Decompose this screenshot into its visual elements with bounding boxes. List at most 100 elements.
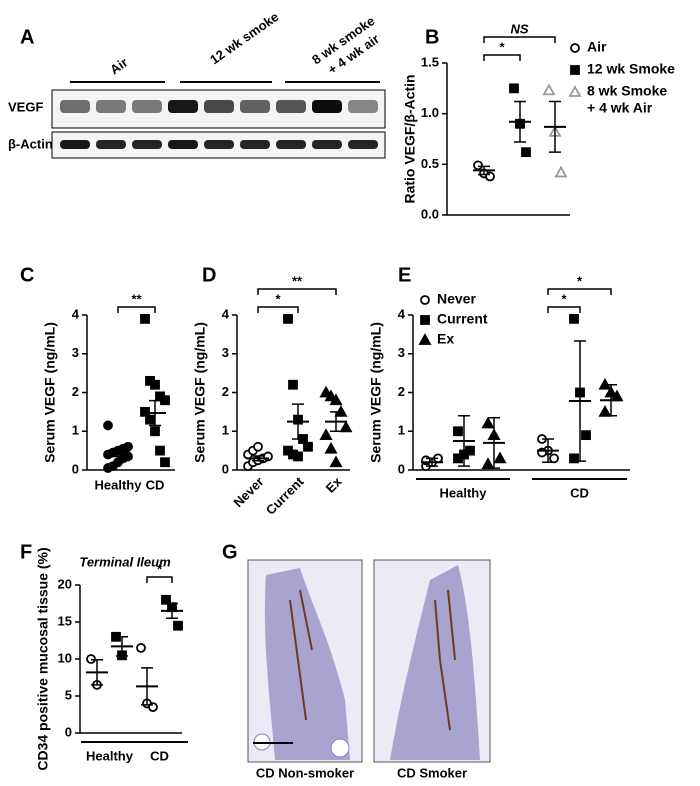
data-point [453, 426, 463, 437]
y-tick-label: 2 [398, 384, 405, 399]
chart-title: Terminal Ileum [79, 554, 171, 569]
lane-label: Air [107, 55, 130, 78]
y-tick-label: 15 [58, 613, 72, 628]
y-tick-label: 0 [222, 461, 229, 476]
y-tick-label: 2 [72, 384, 79, 399]
data-point [173, 620, 183, 631]
micrograph [247, 559, 363, 763]
x-tick-label: CD [146, 477, 165, 492]
significance-bracket [547, 306, 581, 313]
data-point [324, 441, 338, 454]
data-point [329, 393, 343, 406]
data-point [319, 428, 333, 441]
data-point [481, 457, 495, 470]
blot-band [276, 100, 306, 113]
error-bar [252, 455, 264, 462]
blot-band [240, 140, 270, 149]
y-tick-label: 1.5 [421, 54, 439, 69]
y-tick-label: 2 [222, 384, 229, 399]
data-point [103, 420, 113, 431]
panel-label: F [20, 541, 32, 563]
data-point [542, 83, 556, 96]
x-tick-label: Healthy [86, 748, 134, 763]
data-point [150, 379, 160, 390]
error-bar [91, 658, 103, 686]
blot-band [204, 100, 234, 113]
significance-label: NS [510, 21, 528, 36]
significance-label: ** [131, 291, 142, 306]
y-tick-label: 1 [72, 423, 79, 438]
panel-label: D [202, 264, 216, 286]
y-axis-label: Serum VEGF (ng/mL) [192, 322, 208, 463]
micrograph-caption: CD Non-smoker [256, 765, 354, 780]
panel-label: G [222, 541, 238, 563]
y-axis-label: Serum VEGF (ng/mL) [368, 322, 384, 463]
panel-label: B [425, 26, 439, 48]
legend-label: Ex [437, 331, 454, 347]
legend-label: 12 wk Smoke [587, 61, 675, 77]
data-point [549, 453, 559, 464]
error-bar [542, 438, 554, 463]
y-axis-label: Serum VEGF (ng/mL) [42, 322, 58, 463]
data-point [481, 416, 495, 429]
significance-bracket [117, 306, 156, 313]
data-point [509, 83, 519, 94]
data-point [570, 43, 580, 53]
panel-label: E [398, 264, 411, 286]
blot-band [96, 140, 126, 149]
significance-bracket [547, 288, 612, 295]
data-point [283, 313, 293, 324]
data-point [493, 451, 507, 464]
data-point [123, 441, 133, 452]
blot-row-label: VEGF [8, 99, 43, 114]
data-point [569, 313, 579, 324]
data-point [554, 165, 568, 178]
data-point [521, 147, 531, 158]
y-tick-label: 0 [65, 724, 72, 739]
blot-band [168, 100, 198, 113]
y-tick-label: 0 [72, 461, 79, 476]
significance-label: * [561, 291, 567, 306]
y-tick-label: 5 [65, 687, 72, 702]
legend-label: Air [587, 39, 607, 55]
data-point [140, 313, 150, 324]
data-point [145, 414, 155, 425]
panel-label: C [20, 264, 34, 286]
data-point [465, 445, 475, 456]
data-point [420, 295, 430, 305]
error-bar [116, 636, 128, 657]
significance-label: * [157, 561, 163, 576]
x-tick-label: Healthy [440, 485, 488, 500]
y-tick-label: 4 [398, 306, 406, 321]
blot-band [96, 100, 126, 113]
data-point [160, 457, 170, 468]
data-point [123, 451, 133, 462]
significance-label: ** [292, 273, 303, 288]
data-point [581, 430, 591, 441]
data-point [570, 65, 580, 75]
blot-row-label: β-Actin [8, 136, 53, 151]
significance-bracket [146, 576, 173, 583]
micrograph [373, 559, 491, 763]
y-tick-label: 20 [58, 576, 72, 591]
significance-label: * [275, 291, 281, 306]
blot-bands [60, 100, 378, 149]
significance-label: * [499, 39, 505, 54]
y-tick-label: 10 [58, 650, 72, 665]
y-tick-label: 4 [222, 306, 230, 321]
y-axis-label: CD34 positive mucosal tissue (%) [35, 547, 51, 770]
data-point [136, 643, 146, 653]
x-tick-label: Never [230, 474, 266, 510]
data-point [140, 406, 150, 417]
data-point [303, 441, 313, 452]
error-bar [149, 399, 161, 427]
y-tick-label: 3 [222, 345, 229, 360]
x-tick-label: Healthy [95, 477, 143, 492]
y-tick-label: 1 [398, 423, 405, 438]
data-point [150, 426, 160, 437]
micrograph-caption: CD Smoker [397, 765, 467, 780]
y-tick-label: 3 [72, 345, 79, 360]
error-bar [330, 411, 342, 432]
data-point [485, 171, 495, 182]
